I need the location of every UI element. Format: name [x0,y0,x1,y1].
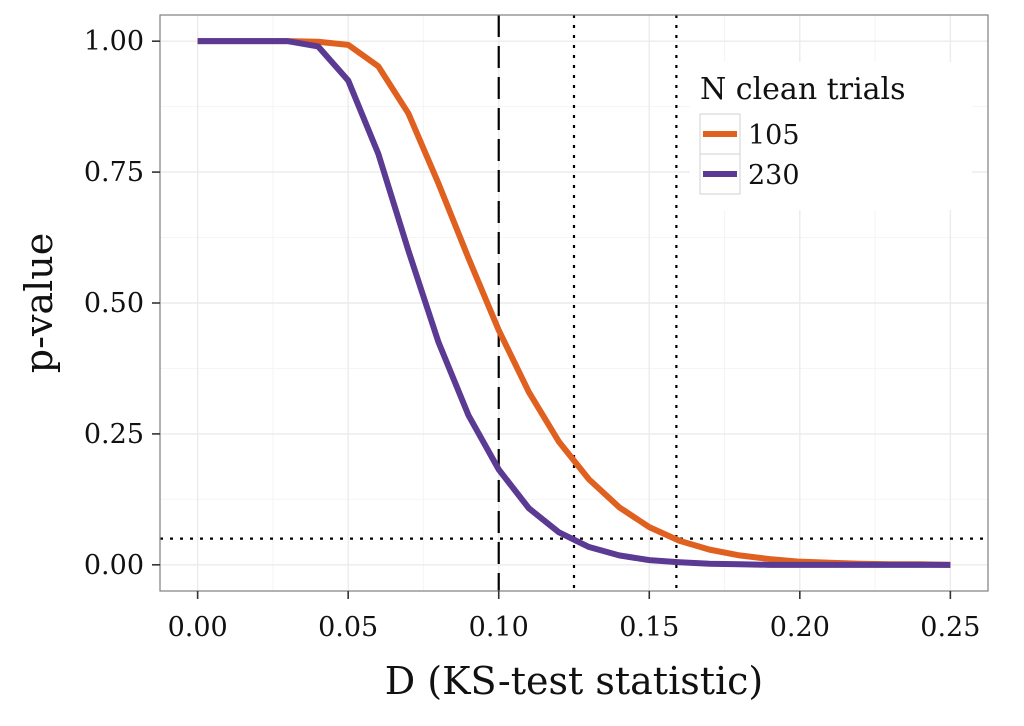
x-tick-label: 0.00 [168,612,228,643]
legend-label-105: 105 [748,120,800,151]
y-tick-label: 0.25 [84,419,144,450]
y-axis-title: p-value [17,233,61,373]
x-tick-label: 0.20 [770,612,830,643]
y-tick-label: 0.50 [84,288,144,319]
x-axis: 0.00 0.05 0.10 0.15 0.20 0.25 [168,591,980,643]
legend-label-230: 230 [748,160,800,191]
x-tick-label: 0.05 [318,612,378,643]
y-tick-label: 1.00 [84,26,144,57]
y-tick-label: 0.75 [84,157,144,188]
x-tick-label: 0.15 [619,612,679,643]
series-lines [197,38,951,568]
legend-title: N clean trials [700,72,906,107]
x-axis-title: D (KS-test statistic) [385,659,764,703]
y-tick-label: 0.00 [84,550,144,581]
reference-lines [160,15,988,591]
series-line-230 [197,38,951,568]
x-tick-label: 0.25 [920,612,980,643]
x-tick-label: 0.10 [469,612,529,643]
y-axis: 0.00 0.25 0.50 0.75 1.00 [84,26,160,581]
